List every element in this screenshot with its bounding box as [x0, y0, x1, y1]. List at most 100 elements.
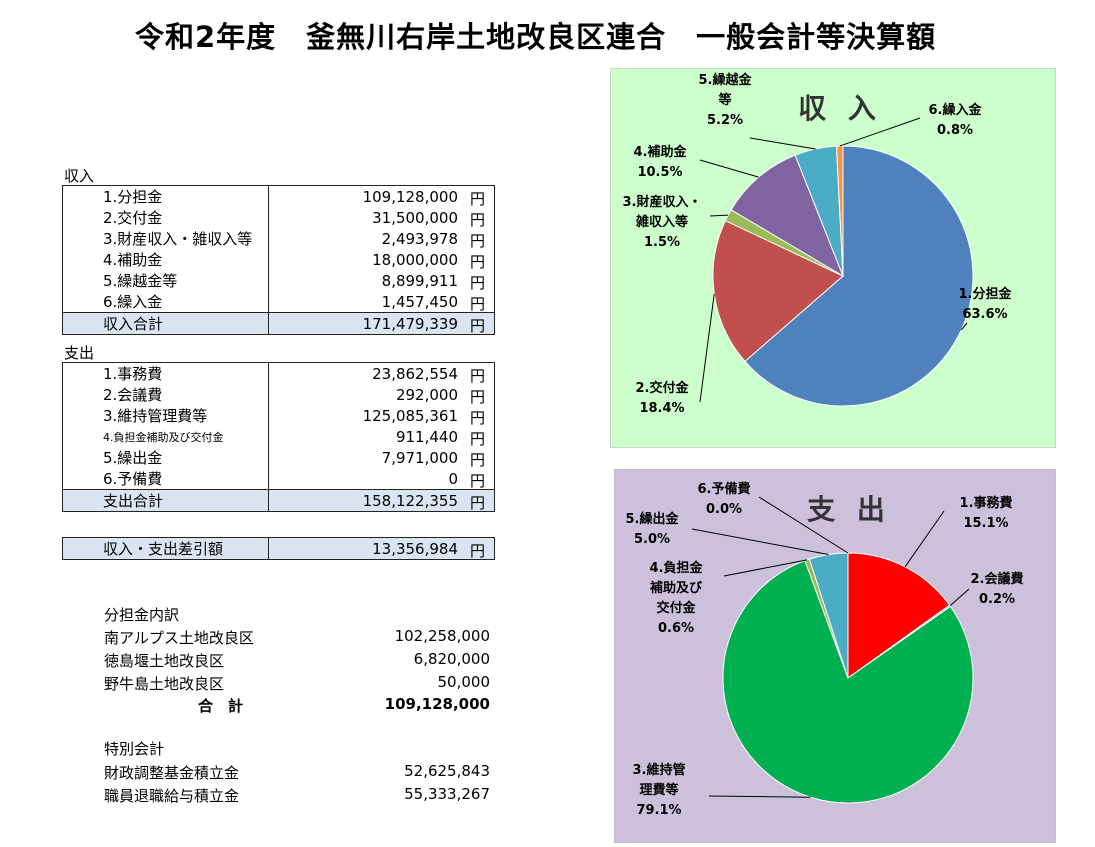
expense-total-amount: 158,122,355 円	[268, 489, 495, 512]
slice-label: 2.交付金 18.4%	[636, 380, 690, 416]
expense-table: 1.事務費 23,862,554 円 2.会議費 292,000 円 3.維持管理費等 1…	[62, 362, 495, 512]
balance-label: 収入・支出差引額	[62, 537, 269, 560]
expense-pie-chart: 支 出 1.事務費 15.1% 2.会議費 0.2% 3.維持管理費等 79.1% 4.負担金…	[613, 468, 1057, 844]
special-item-name: 職員退職給与積立金	[104, 787, 240, 805]
table-row: 1.分担金 109,128,000 円	[62, 185, 495, 208]
table-row: 3.維持管理費等 125,085,361 円	[62, 405, 495, 427]
income-item-amount: 109,128,000 円	[268, 185, 495, 208]
leader-line	[758, 496, 849, 554]
income-table: 1.分担金 109,128,000 円 2.交付金 31,500,000 円 3.財産収…	[62, 185, 495, 335]
expense-section-label: 支出	[64, 344, 95, 362]
slice-label: 2.会議費 0.2%	[971, 571, 1024, 607]
expense-item-amount: 292,000 円	[268, 384, 495, 406]
expense-item-name: 1.事務費	[62, 362, 269, 384]
income-item-amount: 31,500,000 円	[268, 207, 495, 229]
income-item-amount: 1,457,450 円	[268, 291, 495, 313]
leader-line	[691, 528, 829, 556]
share-item-amount: 50,000	[437, 673, 491, 691]
expense-item-name: 6.予備費	[62, 468, 269, 490]
table-row: 4.負担金補助及び交付金 911,440 円	[62, 426, 495, 448]
table-row: 1.事務費 23,862,554 円	[62, 362, 495, 385]
share-breakdown-heading: 分担金内訳	[104, 606, 180, 624]
share-item-amount: 6,820,000	[413, 650, 490, 668]
table-row: 2.会議費 292,000 円	[62, 384, 495, 406]
expense-total-row: 支出合計 158,122,355 円	[62, 489, 495, 512]
income-item-name: 5.繰越金等	[62, 270, 269, 291]
special-heading: 特別会計	[104, 740, 165, 758]
table-row: 5.繰越金等 8,899,911 円	[62, 270, 495, 292]
slice-label: 1.分担金 63.6%	[959, 286, 1013, 322]
leader-line	[904, 510, 945, 568]
pie-slice	[722, 560, 974, 804]
expense-item-name: 3.維持管理費等	[62, 405, 269, 426]
leader-line	[708, 795, 811, 798]
expense-item-name: 4.負担金補助及び交付金	[62, 426, 269, 447]
share-item-name: 徳島堰土地改良区	[104, 652, 225, 670]
expense-total-label: 支出合計	[62, 489, 269, 512]
share-item-name: 南アルプス土地改良区	[104, 629, 254, 647]
slice-label: 4.負担金補助及び交付金 0.6%	[649, 560, 703, 636]
pie-slice	[847, 552, 951, 679]
income-item-amount: 18,000,000 円	[268, 249, 495, 271]
pie-slice	[744, 145, 974, 407]
expense-item-amount: 125,085,361 円	[268, 405, 495, 427]
income-item-name: 2.交付金	[62, 207, 269, 228]
expense-item-name: 2.会議費	[62, 384, 269, 405]
slice-label: 3.維持管理費等 79.1%	[633, 762, 686, 818]
leader-line	[839, 117, 921, 147]
table-row: 6.繰入金 1,457,450 円	[62, 291, 495, 313]
special-item-name: 財政調整基金積立金	[104, 764, 240, 782]
slice-label: 6.予備費 0.0%	[698, 481, 751, 517]
leader-line	[723, 559, 808, 577]
chart-title: 収 入	[798, 92, 882, 125]
balance-amount: 13,356,984 円	[268, 537, 495, 560]
leader-line	[949, 588, 970, 607]
leader-line	[960, 322, 968, 331]
leader-line	[709, 214, 729, 217]
slice-label: 4.補助金 10.5%	[634, 144, 688, 180]
leader-line	[699, 293, 715, 403]
leader-line	[749, 137, 816, 150]
income-item-name: 4.補助金	[62, 249, 269, 270]
slice-label: 5.繰越金等 5.2%	[699, 72, 753, 128]
income-pie-chart: 収 入 1.分担金 63.6% 2.交付金 18.4% 3.財産収入・雑収入等 1.5% 4.…	[609, 67, 1057, 449]
expense-item-name: 5.繰出金	[62, 447, 269, 468]
expense-pie-svg: 支 出 1.事務費 15.1% 2.会議費 0.2% 3.維持管理費等 79.1% 4.負担金…	[613, 468, 1057, 844]
income-item-name: 3.財産収入・雑収入等	[62, 228, 269, 249]
slice-label: 6.繰入金 0.8%	[929, 102, 983, 138]
expense-item-amount: 23,862,554 円	[268, 362, 495, 385]
income-total-row: 収入合計 171,479,339 円	[62, 312, 495, 335]
income-item-name: 1.分担金	[62, 185, 269, 207]
table-row: 4.補助金 18,000,000 円	[62, 249, 495, 271]
share-item-name: 野牛島土地改良区	[104, 675, 225, 693]
balance-row: 収入・支出差引額 13,356,984 円	[62, 537, 495, 560]
income-item-amount: 8,899,911 円	[268, 270, 495, 292]
share-total-label: 合 計	[198, 697, 244, 715]
income-item-amount: 2,493,978 円	[268, 228, 495, 250]
pie-slice	[835, 145, 844, 277]
special-item-amount: 55,333,267	[404, 785, 490, 803]
table-row: 2.交付金 31,500,000 円	[62, 207, 495, 229]
income-total-label: 収入合計	[62, 312, 269, 335]
income-item-name: 6.繰入金	[62, 291, 269, 313]
balance-table: 収入・支出差引額 13,356,984 円	[62, 537, 495, 560]
share-total-amount: 109,128,000	[384, 695, 490, 713]
slice-label: 5.繰出金 5.0%	[626, 511, 680, 547]
table-row: 6.予備費 0 円	[62, 468, 495, 490]
share-item-amount: 102,258,000	[394, 627, 490, 645]
slice-label: 3.財産収入・雑収入等 1.5%	[623, 194, 702, 250]
leader-line	[699, 159, 759, 178]
income-section-label: 収入	[64, 167, 95, 185]
special-item-amount: 52,625,843	[404, 762, 490, 780]
income-pie-svg: 収 入 1.分担金 63.6% 2.交付金 18.4% 3.財産収入・雑収入等 1.5% 4.…	[609, 67, 1057, 449]
table-row: 3.財産収入・雑収入等 2,493,978 円	[62, 228, 495, 250]
table-row: 5.繰出金 7,971,000 円	[62, 447, 495, 469]
income-total-amount: 171,479,339 円	[268, 312, 495, 335]
expense-item-amount: 911,440 円	[268, 426, 495, 448]
page-title: 令和2年度 釜無川右岸土地改良区連合 一般会計等決算額	[135, 20, 937, 54]
expense-item-amount: 7,971,000 円	[268, 447, 495, 469]
pie-slice	[730, 154, 845, 278]
slice-label: 1.事務費 15.1%	[960, 495, 1013, 531]
chart-title: 支 出	[807, 493, 891, 526]
